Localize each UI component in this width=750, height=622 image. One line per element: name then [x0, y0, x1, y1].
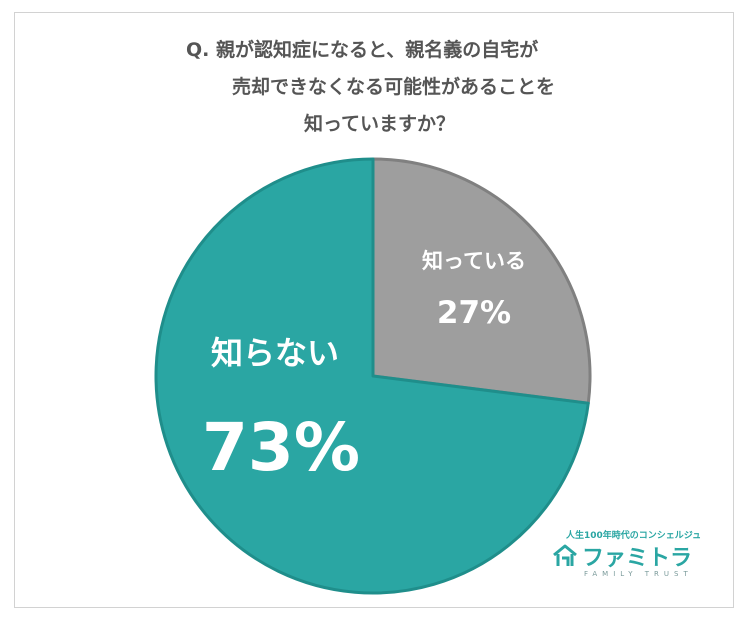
logo-subtitle: FAMILY TRUST	[584, 570, 693, 578]
question-line-3: 知っていますか？	[304, 113, 456, 135]
logo-tagline: 人生100年時代のコンシェルジュ	[566, 531, 702, 541]
slice-category-label: 知らない	[211, 334, 339, 372]
house-icon	[553, 544, 577, 566]
slice-value-label: 73%	[202, 409, 360, 486]
question-line-2: 売却できなくなる可能性があることを	[232, 76, 556, 98]
question-line-1: Q. 親が認知症になると、親名義の自宅が	[186, 39, 539, 61]
pie-slice-know	[371, 157, 592, 405]
logo-name: ファミトラ	[582, 546, 693, 571]
slice-value-label: 27%	[437, 295, 511, 331]
slice-category-label: 知っている	[422, 249, 526, 273]
brand-logo: 人生100年時代のコンシェルジュ ファミトラ FAMILY TRUST	[548, 528, 708, 590]
pie-slice-dont-know	[154, 157, 590, 595]
